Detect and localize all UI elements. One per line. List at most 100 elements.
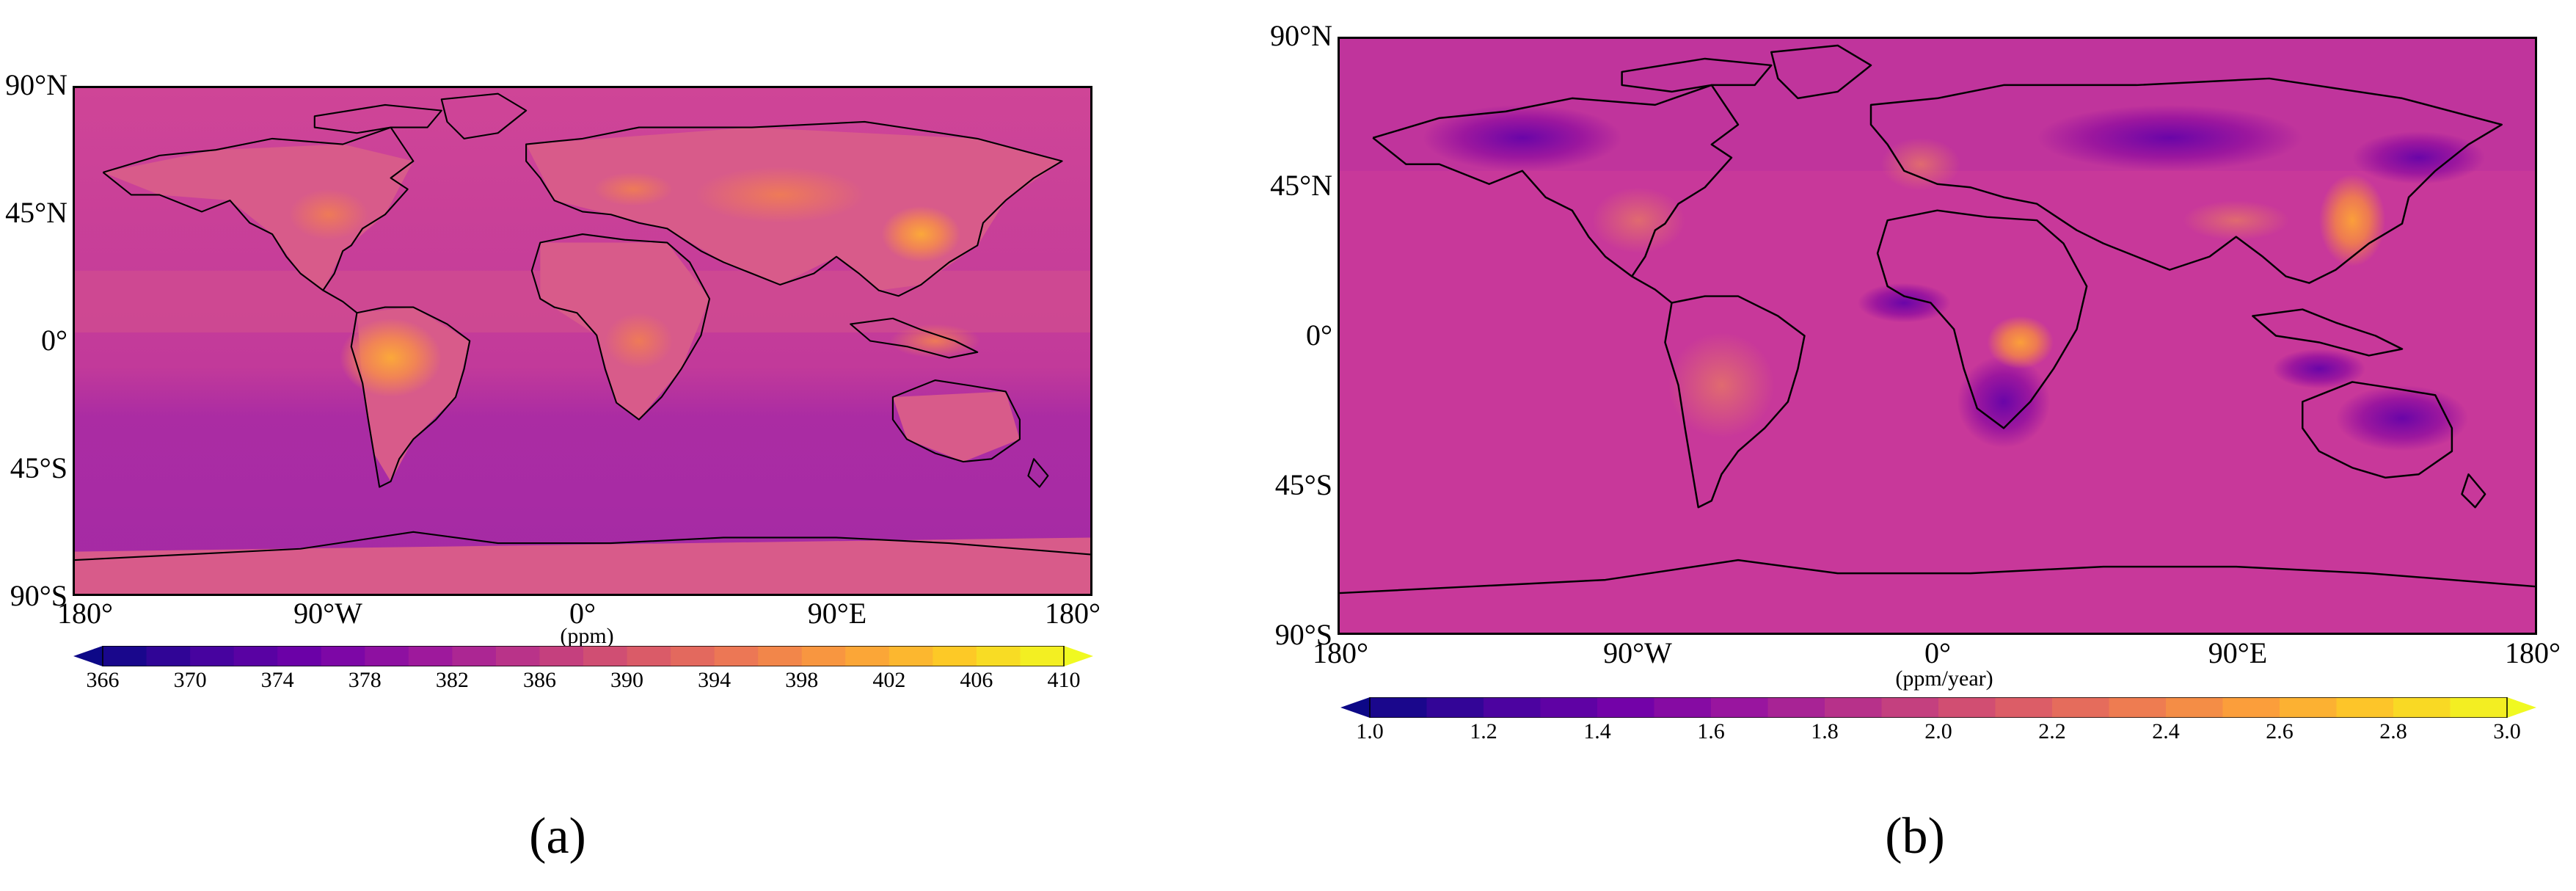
colorbar-segment (190, 646, 235, 666)
colorbar-tick-label: 410 (1047, 668, 1081, 692)
lat-label-b-1: 45°N (1270, 169, 1332, 202)
colorbar-tick-label: 3.0 (2493, 719, 2521, 743)
map-b (1338, 37, 2537, 635)
colorbar-segment (1654, 697, 1712, 718)
colorbar-tick-label: 2.6 (2266, 719, 2294, 743)
colorbar-segment (627, 646, 671, 666)
colorbar-a-extend-low (73, 646, 103, 666)
colorbar-segment (1825, 697, 1883, 718)
colorbar-segment (758, 646, 803, 666)
colorbar-tick-label: 374 (260, 668, 294, 692)
lon-label-a-4: 180° (1045, 597, 1101, 630)
map-a (73, 86, 1092, 596)
colorbar-tick-label: 390 (610, 668, 644, 692)
colorbar-tick-label: 394 (698, 668, 731, 692)
colorbar-tick-label: 382 (435, 668, 469, 692)
colorbar-b-extend-high (2507, 697, 2536, 718)
colorbar-segment (2336, 697, 2394, 718)
colorbar-tick-label: 2.4 (2152, 719, 2180, 743)
colorbar-segment (539, 646, 584, 666)
colorbar-segment (2450, 697, 2508, 718)
lat-label-b-3: 45°S (1274, 468, 1332, 501)
lat-label-a-3: 45°S (10, 451, 67, 484)
colorbar-segment (277, 646, 322, 666)
colorbar-tick-label: 1.2 (1470, 719, 1497, 743)
lon-label-b-1: 90°W (1603, 636, 1672, 669)
colorbar-tick-label: 386 (522, 668, 556, 692)
colorbar-segment (889, 646, 933, 666)
colorbar-segment (1484, 697, 1541, 718)
lon-label-b-3: 90°E (2208, 636, 2268, 669)
colorbar-tick-label: 1.0 (1356, 719, 1384, 743)
colorbar-segment (321, 646, 365, 666)
colorbar-tick-label: 1.4 (1583, 719, 1611, 743)
map-b-svg (1340, 39, 2535, 633)
lon-label-b-0: 180° (1313, 636, 1368, 669)
lat-label-a-1: 45°N (5, 196, 67, 229)
colorbar-segment (1426, 697, 1484, 718)
colorbar-unit-a: (ppm) (560, 624, 614, 648)
colorbar-tick-label: 402 (872, 668, 906, 692)
colorbar-segment (671, 646, 715, 666)
colorbar-b (1340, 697, 2536, 718)
colorbar-segment (408, 646, 453, 666)
colorbar-segment (714, 646, 759, 666)
panel-a: 90°N 45°N 0° 45°S 90°S 180° 90°W 0° 90°E… (5, 68, 1101, 865)
lat-label-a-0: 90°N (5, 68, 67, 101)
colorbar-tick-label: 2.8 (2379, 719, 2407, 743)
colorbar-segment (2166, 697, 2224, 718)
colorbar-segment (1370, 697, 1428, 718)
colorbar-segment (1938, 697, 1996, 718)
colorbar-segment (2052, 697, 2110, 718)
colorbar-segment (2393, 697, 2451, 718)
colorbar-tick-label: 378 (348, 668, 382, 692)
lon-label-a-0: 180° (57, 597, 113, 630)
hotspots-a (289, 167, 981, 398)
colorbar-segment (1881, 697, 1939, 718)
colorbar-segment (233, 646, 278, 666)
colorbar-segment (1767, 697, 1825, 718)
colorbar-a-extend-high (1064, 646, 1093, 666)
lon-label-b-2: 0° (1924, 636, 1951, 669)
lon-label-b-4: 180° (2505, 636, 2561, 669)
colorbar-a (73, 646, 1093, 666)
colorbar-segment (1020, 646, 1065, 666)
colorbar-tick-label: 1.8 (1811, 719, 1839, 743)
colorbar-segment (495, 646, 541, 666)
colorbar-segment (146, 646, 191, 666)
colorbar-segment (2222, 697, 2280, 718)
colorbar-tick-label: 1.6 (1697, 719, 1725, 743)
colorbar-segment (1711, 697, 1769, 718)
colorbar-unit-b: (ppm/year) (1895, 666, 1993, 691)
lat-label-b-0: 90°N (1270, 19, 1332, 52)
colorbar-tick-label: 366 (86, 668, 120, 692)
colorbar-segment (933, 646, 977, 666)
coastlines-a (75, 92, 1090, 561)
colorbar-tick-label: 398 (785, 668, 819, 692)
lat-label-a-4: 90°S (10, 579, 67, 612)
coastlines-b (1340, 44, 2535, 594)
colorbar-tick-label: 2.0 (1924, 719, 1952, 743)
colorbar-segment (452, 646, 497, 666)
colorbar-segment (1597, 697, 1655, 718)
colorbar-segment (2280, 697, 2338, 718)
colorbar-b-extend-low (1340, 697, 1370, 718)
colorbar-segment (845, 646, 890, 666)
lat-label-b-4: 90°S (1274, 618, 1332, 651)
colorbar-segment (1995, 697, 2053, 718)
colorbar-segment (976, 646, 1021, 666)
map-a-svg (75, 88, 1090, 594)
colorbar-segment (801, 646, 846, 666)
colorbar-tick-label: 2.2 (2038, 719, 2066, 743)
colorbar-segment (2109, 697, 2167, 718)
lat-label-b-2: 0° (1306, 319, 1332, 352)
lon-label-a-2: 0° (569, 597, 596, 630)
colorbar-segment (1540, 697, 1598, 718)
anomaly-fields-b (1423, 104, 2486, 451)
lon-label-a-3: 90°E (807, 597, 867, 630)
lat-label-a-2: 0° (41, 324, 67, 357)
panel-label-a: (a) (529, 808, 586, 865)
panel-label-b: (b) (1885, 808, 1945, 865)
colorbar-segment (103, 646, 147, 666)
